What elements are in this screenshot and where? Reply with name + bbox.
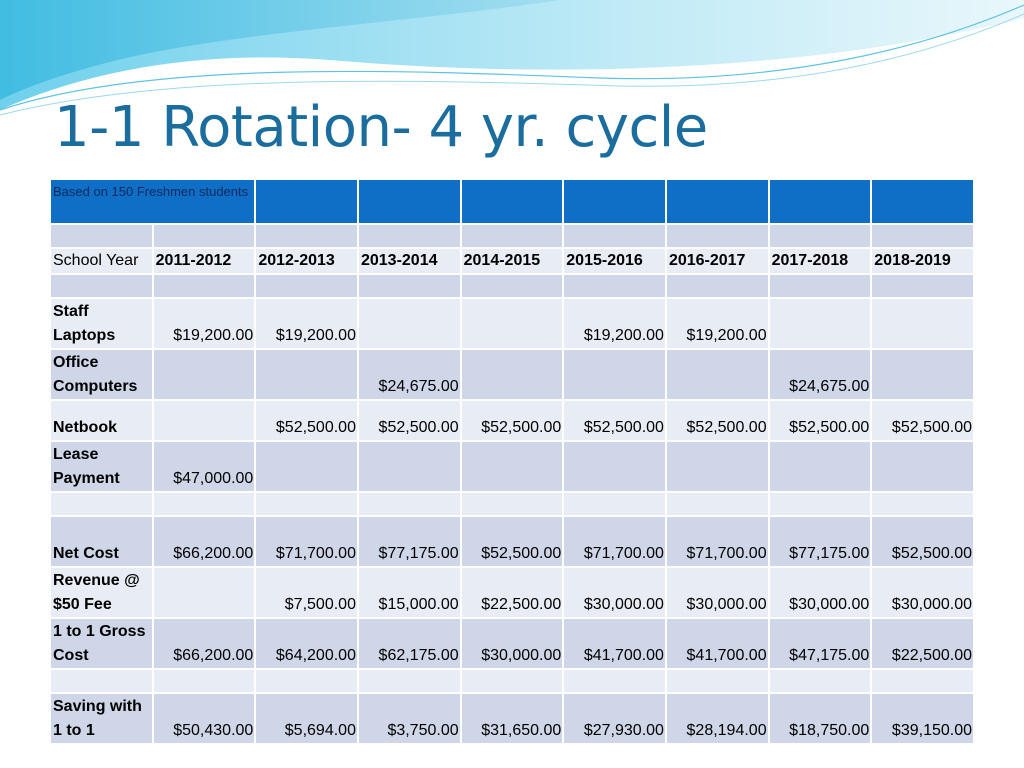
table-cell bbox=[564, 442, 665, 491]
table-cell: $71,700.00 bbox=[564, 517, 665, 566]
table-cell: $71,700.00 bbox=[256, 517, 357, 566]
table-cell: $19,200.00 bbox=[564, 299, 665, 348]
spacer-row bbox=[51, 493, 973, 515]
slide-title: 1-1 Rotation- 4 yr. cycle bbox=[54, 95, 708, 160]
table-cell: $71,700.00 bbox=[666, 517, 768, 566]
table-cell: $52,500.00 bbox=[461, 517, 563, 566]
table-cell: $19,200.00 bbox=[153, 299, 255, 348]
table-cell: $22,500.00 bbox=[461, 568, 563, 617]
year-header: 2013-2014 bbox=[358, 249, 460, 273]
school-year-row: School Year 2011-2012 2012-2013 2013-201… bbox=[51, 249, 973, 273]
table-cell: $52,500.00 bbox=[564, 401, 665, 440]
table-cell: $52,500.00 bbox=[872, 401, 973, 440]
table-cell bbox=[153, 350, 255, 399]
rotation-cost-table: Based on 150 Freshmen students School Ye… bbox=[49, 178, 975, 745]
table-cell bbox=[358, 299, 460, 348]
row-label: Net Cost bbox=[51, 517, 152, 566]
table-cell: $66,200.00 bbox=[153, 517, 255, 566]
table-cell: $52,500.00 bbox=[666, 401, 768, 440]
table-note: Based on 150 Freshmen students bbox=[51, 180, 255, 223]
table-cell: $19,200.00 bbox=[666, 299, 768, 348]
table-row: Staff Laptops $19,200.00 $19,200.00 $19,200… bbox=[51, 299, 973, 348]
table-cell: $7,500.00 bbox=[256, 568, 357, 617]
decorative-wave-banner bbox=[0, 0, 1024, 116]
year-header: 2012-2013 bbox=[256, 249, 357, 273]
table-cell bbox=[769, 442, 871, 491]
table-cell bbox=[256, 350, 357, 399]
table-row: Net Cost $66,200.00 $71,700.00 $77,175.00 $5… bbox=[51, 517, 973, 566]
table-cell bbox=[769, 299, 871, 348]
row-label: Staff Laptops bbox=[51, 299, 152, 348]
table-cell bbox=[872, 442, 973, 491]
table-cell bbox=[461, 299, 563, 348]
table-cell: $24,675.00 bbox=[769, 350, 871, 399]
table-cell: $27,930.00 bbox=[564, 694, 665, 743]
table-cell: $77,175.00 bbox=[769, 517, 871, 566]
table-cell: $52,500.00 bbox=[769, 401, 871, 440]
table-cell: $52,500.00 bbox=[461, 401, 563, 440]
table-cell: $30,000.00 bbox=[461, 619, 563, 668]
table-cell: $31,650.00 bbox=[461, 694, 563, 743]
table-row: 1 to 1 Gross Cost $66,200.00 $64,200.00 $62… bbox=[51, 619, 973, 668]
table-cell: $41,700.00 bbox=[564, 619, 665, 668]
year-header: 2017-2018 bbox=[769, 249, 871, 273]
table-cell: $39,150.00 bbox=[872, 694, 973, 743]
table-cell: $62,175.00 bbox=[358, 619, 460, 668]
table-cell bbox=[461, 350, 563, 399]
table-cell: $50,430.00 bbox=[153, 694, 255, 743]
row-label: Office Computers bbox=[51, 350, 152, 399]
table-cell: $30,000.00 bbox=[872, 568, 973, 617]
table-row: Revenue @ $50 Fee $7,500.00 $15,000.00 $22,… bbox=[51, 568, 973, 617]
table-cell: $18,750.00 bbox=[769, 694, 871, 743]
table-row: Office Computers $24,675.00 $24,675.00 bbox=[51, 350, 973, 399]
year-header: 2016-2017 bbox=[666, 249, 768, 273]
table-cell bbox=[666, 442, 768, 491]
row-label: Netbook bbox=[51, 401, 152, 440]
row-label: Saving with 1 to 1 bbox=[51, 694, 152, 743]
table-cell bbox=[153, 568, 255, 617]
school-year-label: School Year bbox=[51, 249, 152, 273]
row-label: Revenue @ $50 Fee bbox=[51, 568, 152, 617]
table-cell: $52,500.00 bbox=[872, 517, 973, 566]
table-cell: $3,750.00 bbox=[358, 694, 460, 743]
table-cell bbox=[358, 442, 460, 491]
table-cell bbox=[153, 401, 255, 440]
table-cell bbox=[872, 350, 973, 399]
table-cell: $47,175.00 bbox=[769, 619, 871, 668]
year-header: 2014-2015 bbox=[461, 249, 563, 273]
table-cell: $30,000.00 bbox=[769, 568, 871, 617]
spacer-row bbox=[51, 225, 973, 247]
table-cell bbox=[666, 350, 768, 399]
table-cell bbox=[461, 442, 563, 491]
table-cell: $47,000.00 bbox=[153, 442, 255, 491]
year-header: 2011-2012 bbox=[153, 249, 255, 273]
spacer-row bbox=[51, 275, 973, 297]
year-header: 2018-2019 bbox=[872, 249, 973, 273]
year-header: 2015-2016 bbox=[564, 249, 665, 273]
table-cell: $22,500.00 bbox=[872, 619, 973, 668]
table-cell: $15,000.00 bbox=[358, 568, 460, 617]
table-cell: $24,675.00 bbox=[358, 350, 460, 399]
table-cell: $52,500.00 bbox=[256, 401, 357, 440]
table-cell: $64,200.00 bbox=[256, 619, 357, 668]
table-cell: $30,000.00 bbox=[564, 568, 665, 617]
row-label: 1 to 1 Gross Cost bbox=[51, 619, 152, 668]
table-cell: $41,700.00 bbox=[666, 619, 768, 668]
table-cell: $52,500.00 bbox=[358, 401, 460, 440]
table-row: Saving with 1 to 1 $50,430.00 $5,694.00 $3,… bbox=[51, 694, 973, 743]
spacer-row bbox=[51, 670, 973, 692]
table-row: Lease Payment $47,000.00 bbox=[51, 442, 973, 491]
header-row: Based on 150 Freshmen students bbox=[51, 180, 973, 223]
row-label: Lease Payment bbox=[51, 442, 152, 491]
table-cell: $66,200.00 bbox=[153, 619, 255, 668]
table-row: Netbook $52,500.00 $52,500.00 $52,500.00 $52… bbox=[51, 401, 973, 440]
table-cell: $28,194.00 bbox=[666, 694, 768, 743]
table-cell: $5,694.00 bbox=[256, 694, 357, 743]
table-cell: $19,200.00 bbox=[256, 299, 357, 348]
table-cell bbox=[256, 442, 357, 491]
table-cell: $77,175.00 bbox=[358, 517, 460, 566]
table-cell bbox=[872, 299, 973, 348]
table-cell: $30,000.00 bbox=[666, 568, 768, 617]
table-cell bbox=[564, 350, 665, 399]
